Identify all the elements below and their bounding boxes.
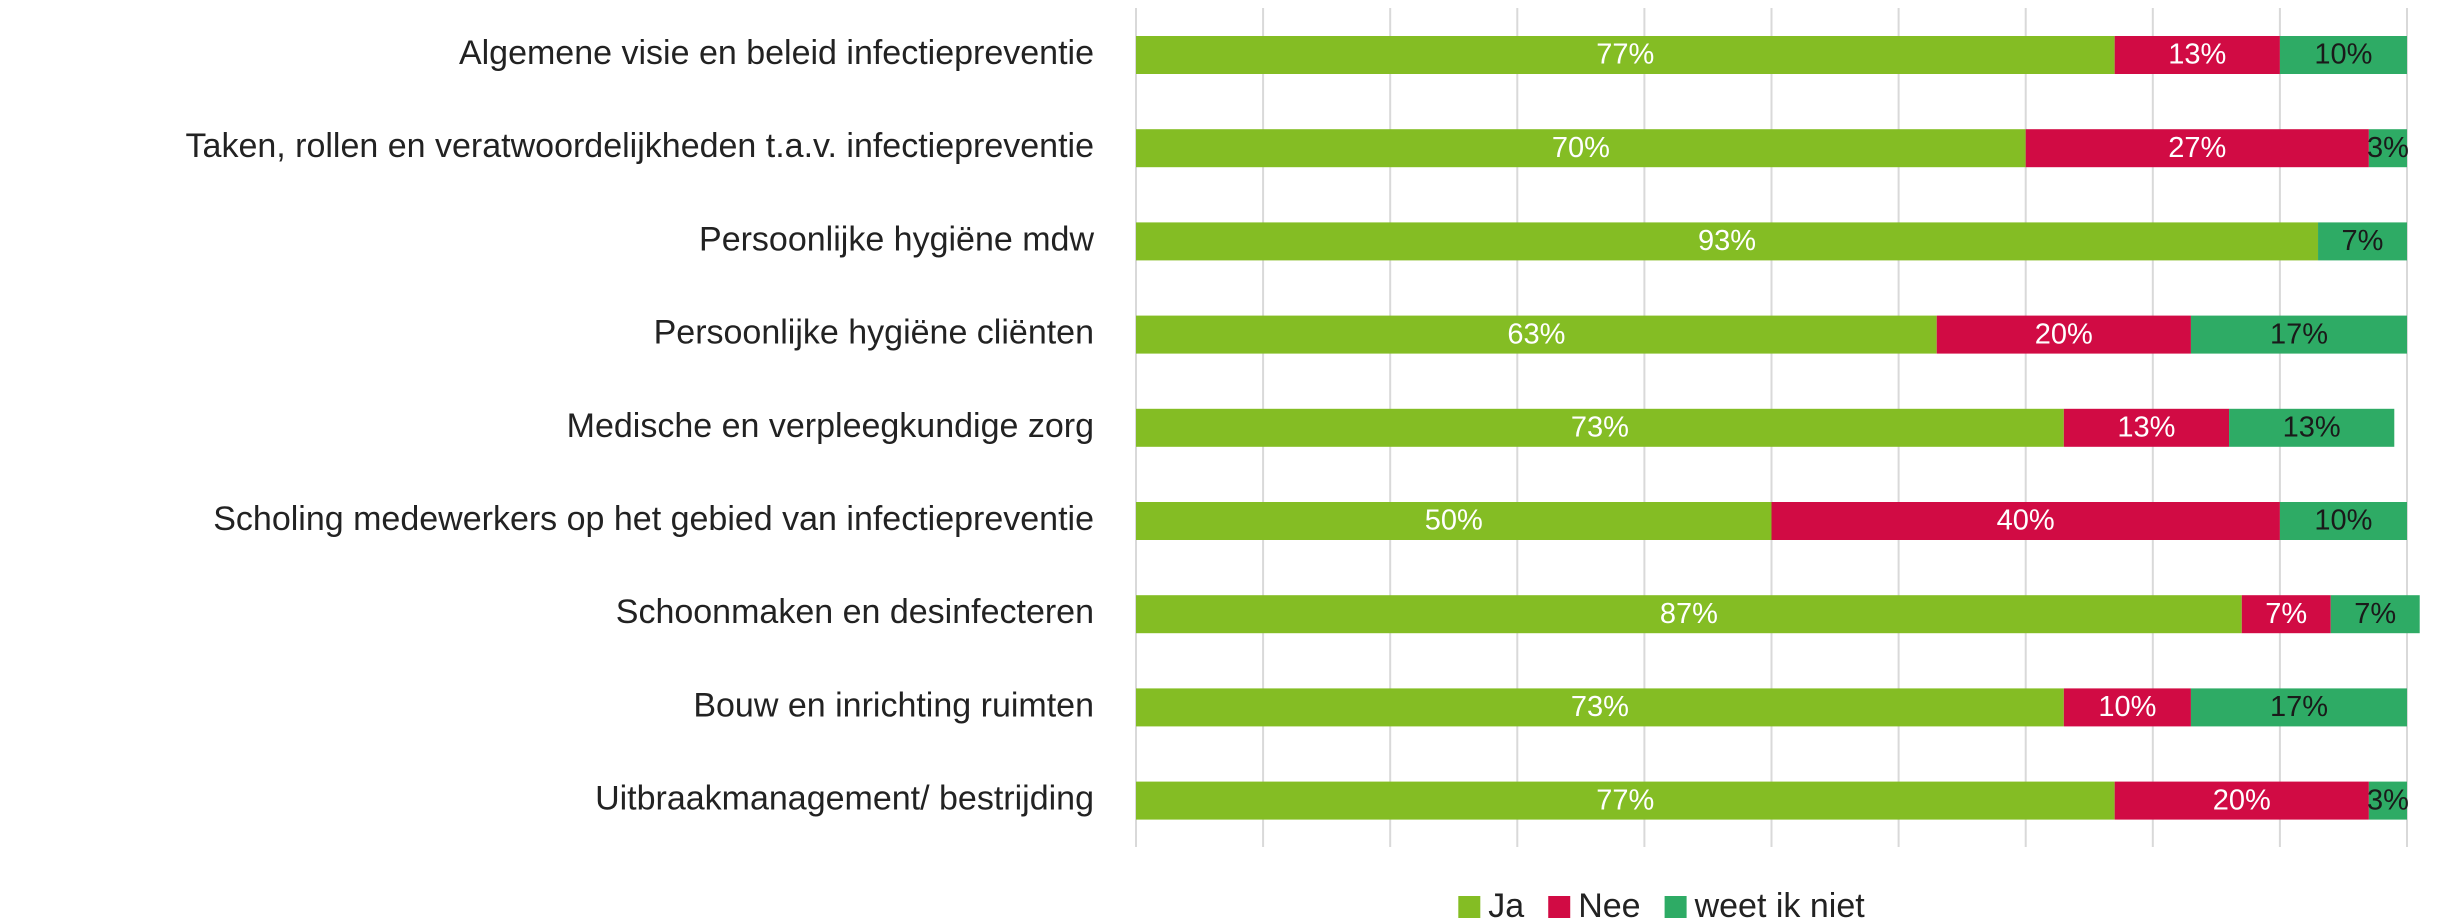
value-label: 13% [2117, 411, 2175, 443]
category-label: Taken, rollen en veratwoordelijkheden t.… [186, 127, 1094, 165]
value-label: 7% [2342, 225, 2384, 257]
value-label: 17% [2270, 318, 2328, 350]
value-label: 17% [2270, 691, 2328, 723]
bar-segment [1136, 781, 2115, 820]
value-label: 77% [1596, 39, 1654, 71]
value-label: 13% [2283, 411, 2341, 443]
bar-segment [2114, 36, 2280, 74]
value-label: 73% [1571, 411, 1629, 443]
value-label: 10% [2314, 505, 2372, 537]
value-label: 77% [1596, 784, 1654, 816]
value-label: 10% [2098, 691, 2156, 723]
category-label: Persoonlijke hygiëne mdw [699, 220, 1094, 258]
value-label: 70% [1552, 132, 1610, 164]
bar-segment [2025, 129, 2369, 168]
bar-segment [2368, 781, 2407, 820]
bar-segment [2330, 595, 2420, 634]
bar-segment [1136, 222, 2319, 261]
legend-label: weet ik niet [1694, 887, 1866, 919]
bar-segment [2368, 129, 2407, 168]
bar-segment [1136, 129, 2026, 168]
bar-segment [2190, 688, 2407, 727]
bar-segment [2229, 408, 2395, 447]
category-label: Schoonmaken en desinfecteren [616, 593, 1094, 631]
value-label: 10% [2314, 39, 2372, 71]
value-label: 27% [2168, 132, 2226, 164]
bar-segment [2318, 222, 2407, 261]
category-label: Bouw en inrichting ruimten [693, 686, 1094, 724]
value-label: 87% [1660, 598, 1718, 630]
value-label: 63% [1507, 318, 1565, 350]
value-label: 93% [1698, 225, 1756, 257]
value-label: 7% [2265, 598, 2307, 630]
bar-segment [2279, 36, 2407, 74]
category-label: Persoonlijke hygiëne cliënten [654, 314, 1094, 352]
bar-segment [2114, 781, 2369, 820]
category-label: Algemene visie en beleid infectieprevent… [459, 34, 1094, 72]
bar-segment [1136, 315, 1937, 354]
bar-segment [1136, 36, 2115, 74]
value-label: 13% [2168, 39, 2226, 71]
legend-swatch [1664, 896, 1687, 918]
value-label: 40% [1997, 505, 2055, 537]
legend-label: Ja [1488, 887, 1524, 919]
legend-swatch [1458, 896, 1481, 918]
bar-segment [2190, 315, 2407, 354]
bar-segment [1771, 502, 2280, 540]
value-label: 7% [2354, 598, 2396, 630]
bar-segment [1136, 688, 2064, 727]
legend-label: Nee [1578, 887, 1640, 919]
bar-segment [1136, 502, 1772, 540]
bar-segment [2063, 688, 2191, 727]
bar-segment [2063, 408, 2230, 447]
category-label: Medische en verpleegkundige zorg [567, 407, 1094, 445]
value-label: 20% [2035, 318, 2093, 350]
legend-swatch [1548, 896, 1571, 918]
value-label: 3% [2367, 132, 2409, 164]
bar-segment [1136, 408, 2064, 447]
bar-segment [2279, 502, 2407, 540]
bar-segment [2241, 595, 2331, 634]
category-label: Uitbraakmanagement/ bestrijding [595, 780, 1094, 818]
value-label: 50% [1425, 505, 1483, 537]
category-label: Scholing medewerkers op het gebied van i… [213, 500, 1094, 538]
value-label: 20% [2213, 784, 2271, 816]
value-label: 3% [2367, 784, 2409, 816]
value-label: 73% [1571, 691, 1629, 723]
bar-segment [1936, 315, 2191, 354]
bar-segment [1136, 595, 2242, 634]
